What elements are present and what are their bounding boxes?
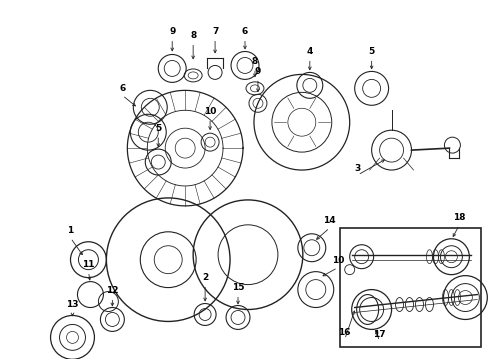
Text: 7: 7	[212, 27, 218, 36]
Text: 12: 12	[106, 286, 119, 295]
Text: 6: 6	[119, 84, 125, 93]
Text: 16: 16	[339, 328, 351, 337]
Text: 9: 9	[255, 67, 261, 76]
Bar	[340, 228, 481, 347]
Text: 1: 1	[67, 226, 74, 235]
Text: 4: 4	[307, 47, 313, 56]
Text: 10: 10	[204, 107, 216, 116]
Text: 14: 14	[323, 216, 336, 225]
Text: 8: 8	[252, 57, 258, 66]
Text: 17: 17	[373, 330, 386, 339]
Text: 2: 2	[202, 273, 208, 282]
Text: 18: 18	[453, 213, 465, 222]
Text: 3: 3	[355, 163, 361, 172]
Text: 13: 13	[66, 300, 79, 309]
Text: 8: 8	[190, 31, 196, 40]
Text: 6: 6	[242, 27, 248, 36]
Text: 9: 9	[169, 27, 175, 36]
Text: 10: 10	[332, 256, 344, 265]
Text: 11: 11	[82, 260, 95, 269]
Text: 15: 15	[232, 283, 245, 292]
Text: 5: 5	[368, 47, 375, 56]
Text: 5: 5	[155, 124, 161, 133]
